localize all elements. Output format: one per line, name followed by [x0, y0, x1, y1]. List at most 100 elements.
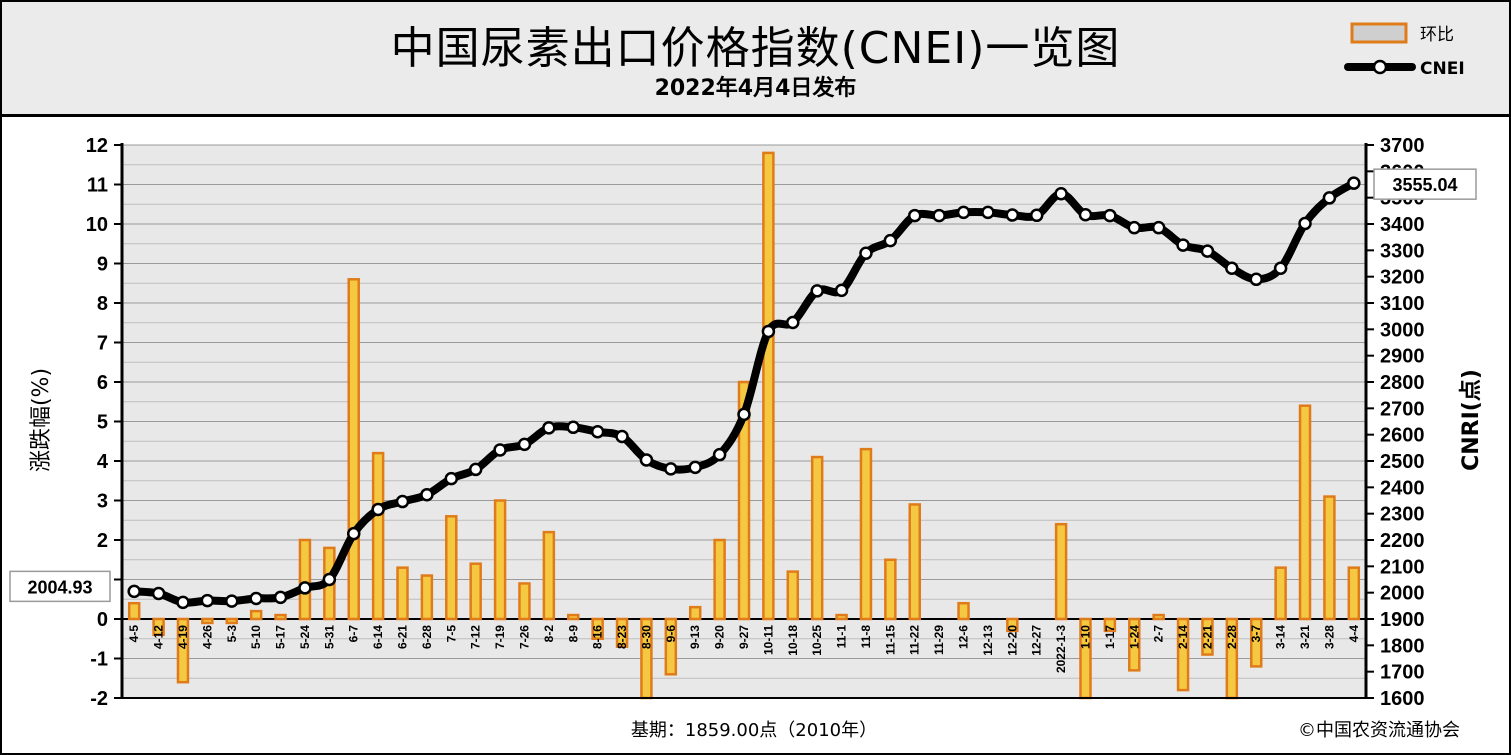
cnei-point: [1225, 261, 1239, 275]
cnei-point: [542, 421, 556, 435]
legend-bar-swatch: [1350, 22, 1408, 44]
x-tick-label: 7-12: [469, 625, 483, 649]
x-tick-label: 3-14: [1274, 625, 1288, 649]
y2-tick-label: 3400: [1380, 214, 1425, 236]
cnei-point: [249, 591, 263, 606]
cnei-point: [1347, 176, 1361, 190]
y-tick-label: 12: [86, 135, 108, 157]
cnei-point: [590, 425, 605, 439]
bar: [298, 538, 312, 621]
x-tick-label: 9-13: [688, 625, 702, 649]
y-tick-label: 3: [97, 491, 108, 513]
bar: [396, 566, 409, 621]
y2-tick-label: 1800: [1380, 635, 1425, 657]
y2-tick-label: 3300: [1380, 240, 1425, 262]
y2-tick-label: 3700: [1380, 135, 1425, 157]
y2-tick-label: 2500: [1380, 451, 1425, 473]
x-tick-label: 12-6: [957, 625, 971, 649]
cnei-point: [1176, 238, 1190, 252]
cnei-point: [664, 462, 678, 476]
x-tick-label: 2-21: [1200, 625, 1214, 649]
bar: [591, 617, 604, 640]
cnei-point: [493, 443, 507, 457]
cnei-point: [566, 420, 581, 435]
cnei-point: [1029, 208, 1044, 223]
chart-title: 中国尿素出口价格指数(CNEI)一览图: [390, 23, 1121, 74]
bar: [810, 455, 824, 621]
y2-tick-label: 2600: [1380, 425, 1425, 447]
bar: [225, 617, 239, 625]
x-tick-label: 8-23: [615, 625, 629, 649]
y2-tick-label: 3200: [1380, 267, 1425, 289]
x-tick-label: 1-10: [1078, 625, 1092, 649]
cnei-point: [298, 581, 312, 595]
cnei-point: [468, 462, 483, 477]
bar: [176, 617, 190, 684]
cnei-point: [200, 593, 215, 608]
cnei-point: [322, 572, 337, 587]
bar: [1054, 522, 1068, 621]
y-tick-label: -2: [90, 688, 108, 710]
last-value-callout-box: [1373, 168, 1477, 200]
bar: [1176, 617, 1190, 692]
y2-axis-label: CNRI(点): [1458, 369, 1484, 471]
legend-label-line: CNEI: [1420, 59, 1465, 79]
bar: [201, 617, 214, 625]
first-value-callout: 2004.93: [27, 577, 92, 597]
last-value-callout: 3555.04: [1392, 175, 1457, 195]
x-tick-label: 5-31: [322, 625, 336, 649]
x-tick-label: 11-8: [859, 625, 873, 649]
y2-tick-label: 2200: [1380, 530, 1425, 552]
chart-subtitle: 2022年4月4日发布: [654, 76, 857, 101]
x-tick-label: 11-29: [932, 625, 946, 655]
bar: [1298, 404, 1312, 621]
bar: [1347, 566, 1361, 621]
cnei-point: [420, 487, 434, 502]
cnei-point: [1249, 272, 1263, 287]
bar: [420, 574, 434, 621]
x-tick-label: 9-27: [737, 625, 751, 649]
cnei-point: [1200, 244, 1215, 258]
first-value-callout-box: [9, 570, 111, 603]
bar: [859, 447, 873, 621]
x-tick-label: 2-14: [1176, 625, 1190, 649]
cnei-point: [1322, 191, 1337, 205]
x-tick-label: 5-3: [225, 625, 239, 643]
cnei-point: [176, 595, 190, 610]
x-tick-label: 4-26: [200, 625, 214, 649]
y-tick-label: 10: [86, 214, 108, 236]
bar: [518, 582, 531, 621]
cnei-point: [859, 246, 873, 260]
cnei-point: [761, 324, 776, 339]
cnei-point: [1298, 216, 1312, 231]
x-tick-label: 5-10: [249, 625, 263, 649]
bar: [1323, 495, 1336, 621]
cnei-point: [346, 526, 361, 541]
x-tick-label: 10-25: [810, 625, 824, 656]
cnei-point: [151, 586, 166, 601]
bar: [371, 451, 385, 621]
cnei-point: [225, 594, 239, 608]
cnei-point: [737, 407, 751, 422]
cnei-point: [688, 460, 702, 475]
cnei-point: [1151, 220, 1166, 235]
bar: [713, 538, 726, 621]
y2-tick-label: 2900: [1380, 346, 1425, 368]
x-tick-label: 6-28: [420, 625, 434, 649]
y2-tick-label: 2700: [1380, 398, 1425, 420]
y-tick-label: 11: [87, 175, 108, 197]
x-tick-label: 4-12: [152, 625, 166, 649]
cnei-point: [810, 284, 824, 298]
x-tick-label: 12-13: [981, 625, 995, 656]
bar: [127, 601, 141, 621]
cnei-point: [639, 453, 654, 467]
x-tick-label: 4-5: [127, 625, 141, 643]
y2-tick-label: 3000: [1380, 319, 1425, 341]
x-tick-label: 10-11: [761, 625, 775, 655]
cnei-point: [981, 205, 995, 220]
x-tick-label: 8-30: [639, 625, 653, 649]
y2-tick-label: 2400: [1380, 477, 1425, 499]
base-period-note: 基期：1859.00点（2010年）: [631, 720, 877, 741]
x-tick-label: 7-5: [444, 625, 458, 643]
bar: [1103, 617, 1117, 633]
